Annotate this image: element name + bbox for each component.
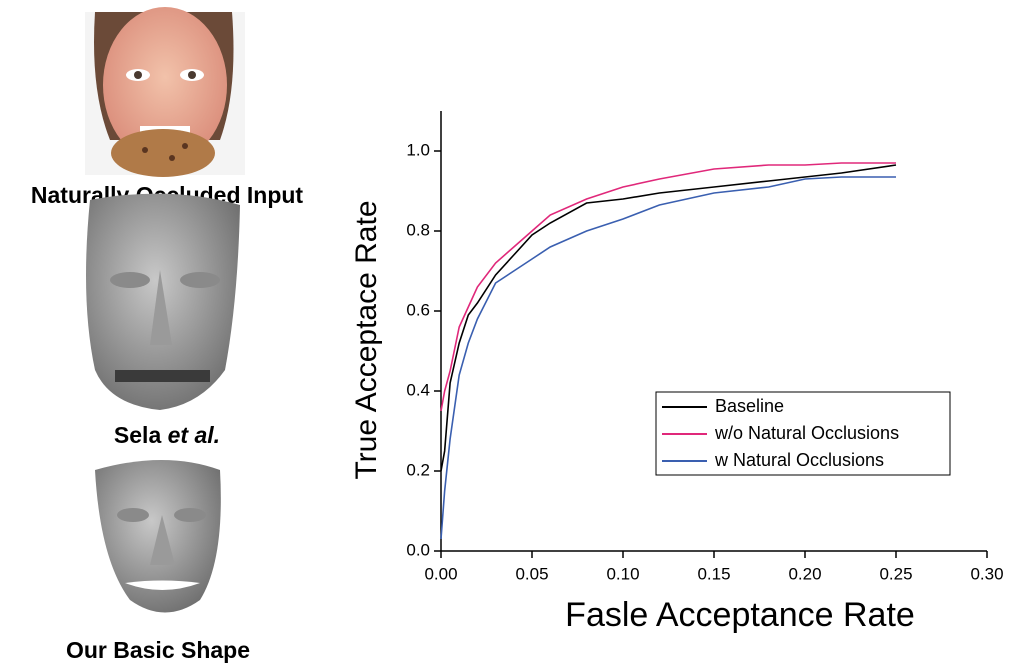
x-tick-label: 0.25 <box>879 564 912 583</box>
y-axis-title: True Acceptace Rate <box>350 200 383 479</box>
legend-label: w Natural Occlusions <box>714 450 884 470</box>
sela-mesh <box>86 193 240 410</box>
x-tick-label: 0.20 <box>788 564 821 583</box>
x-tick-label: 0.00 <box>424 564 457 583</box>
y-tick-label: 0.6 <box>406 300 430 319</box>
y-tick-label: 0.2 <box>406 460 430 479</box>
series-line <box>440 176 896 540</box>
panel-label: Sela et al. <box>114 422 220 448</box>
y-tick-label: 0.8 <box>406 220 430 239</box>
series-line <box>440 162 896 412</box>
input-photo <box>85 7 245 177</box>
legend-label: w/o Natural Occlusions <box>714 423 899 443</box>
y-tick-label: 0.4 <box>406 380 430 399</box>
x-tick-label: 0.10 <box>606 564 639 583</box>
x-axis-title: Fasle Acceptance Rate <box>565 596 915 634</box>
panel-label-name: Sela <box>114 422 162 448</box>
legend-label: Baseline <box>715 396 784 416</box>
x-tick-label: 0.05 <box>515 564 548 583</box>
panel-label-italic: et al. <box>168 422 220 448</box>
basic-shape-mesh <box>95 460 221 613</box>
panel-label: Our Basic Shape <box>66 637 250 663</box>
y-tick-label: 1.0 <box>406 140 430 159</box>
y-tick-label: 0.0 <box>406 540 430 559</box>
series-line <box>440 164 897 472</box>
x-tick-label: 0.30 <box>970 564 1003 583</box>
x-tick-label: 0.15 <box>697 564 730 583</box>
